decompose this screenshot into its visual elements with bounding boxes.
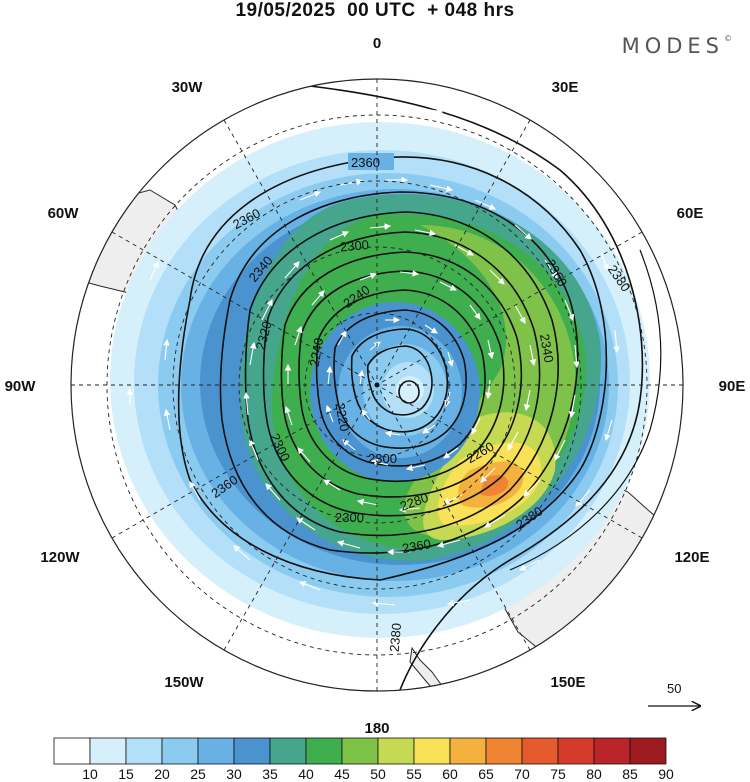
colorbar-swatch	[341, 737, 379, 765]
brand-mark: ©	[724, 34, 732, 43]
colorbar-swatch	[197, 737, 235, 765]
wind-speed-shading	[110, 122, 650, 638]
lon-label-30w: 30W	[172, 79, 204, 96]
brand-text: MODES	[621, 34, 724, 58]
brand-logo: MODES©	[622, 34, 732, 58]
colorbar-tick-label: 90	[658, 766, 674, 782]
colorbar-tick-label: 75	[550, 766, 566, 782]
lon-label-150e: 150E	[550, 674, 585, 691]
contour-label: 2340	[537, 333, 557, 364]
colorbar-tick-label: 40	[298, 766, 314, 782]
pole-dot	[374, 382, 380, 388]
colorbar-swatch	[413, 737, 451, 765]
colorbar-swatch	[377, 737, 415, 765]
contour-label: 2240	[307, 337, 327, 368]
map-title: 19/05/2025 00 UTC + 048 hrs	[235, 0, 515, 21]
colorbar-swatch	[53, 737, 91, 765]
contour-label: 2220	[332, 401, 352, 432]
colorbar-swatch	[557, 737, 595, 765]
lon-label-60e: 60E	[677, 205, 704, 222]
colorbar-swatch	[521, 737, 559, 765]
colorbar-tick-label: 35	[262, 766, 278, 782]
colorbar-tick-label: 65	[478, 766, 494, 782]
lon-label-120w: 120W	[40, 549, 80, 566]
colorbar-tick-label: 15	[118, 766, 134, 782]
colorbar-tick-label: 55	[406, 766, 422, 782]
contour-label: 2360	[401, 536, 432, 556]
colorbar-tick-label: 30	[226, 766, 242, 782]
contour-label: 2300	[368, 451, 397, 466]
contour-label: 2300	[339, 237, 369, 254]
colorbar-tick-label: 70	[514, 766, 530, 782]
colorbar-swatch	[593, 737, 631, 765]
colorbar-swatch	[89, 737, 127, 765]
lon-label-180: 180	[364, 720, 389, 737]
map-frame	[70, 78, 684, 692]
colorbar-swatch	[269, 737, 307, 765]
colorbar: 10 15 20 25 30 35 40 45 50 55 60 65 70 75 80 85 90	[53, 737, 674, 782]
longitude-labels: 0 30E 60E 90E 120E 150E 180 150W 120W 90…	[5, 35, 746, 737]
colorbar-tick-label: 45	[334, 766, 350, 782]
lon-label-90w: 90W	[5, 378, 37, 395]
lon-label-150w: 150W	[164, 674, 204, 691]
colorbar-tick-label: 60	[442, 766, 458, 782]
colorbar-swatch	[125, 737, 163, 765]
contour-label: 2300	[335, 510, 364, 525]
contour-label: 2360	[351, 155, 380, 170]
lon-label-30e: 30E	[552, 79, 579, 96]
lon-label-90e: 90E	[719, 378, 746, 395]
colorbar-swatch	[485, 737, 523, 765]
lon-label-0: 0	[373, 35, 381, 52]
colorbar-tick-label: 85	[622, 766, 638, 782]
reference-vector-label: 50	[667, 681, 681, 696]
colorbar-swatch	[629, 737, 667, 765]
colorbar-tick-label: 10	[82, 766, 98, 782]
reference-vector: 50	[648, 681, 700, 706]
colorbar-tick-label: 25	[190, 766, 206, 782]
colorbar-tick-label: 50	[370, 766, 386, 782]
colorbar-tick-label: 20	[154, 766, 170, 782]
contour-label: 2380	[387, 622, 404, 652]
colorbar-swatch	[449, 737, 487, 765]
colorbar-tick-label: 80	[586, 766, 602, 782]
colorbar-swatch	[305, 737, 343, 765]
colorbar-swatch	[233, 737, 271, 765]
new-zealand-landmass	[409, 646, 446, 691]
contour-label: 2320	[253, 320, 275, 352]
lon-label-60w: 60W	[48, 205, 80, 222]
colorbar-swatch	[161, 737, 199, 765]
lon-label-120e: 120E	[674, 549, 709, 566]
